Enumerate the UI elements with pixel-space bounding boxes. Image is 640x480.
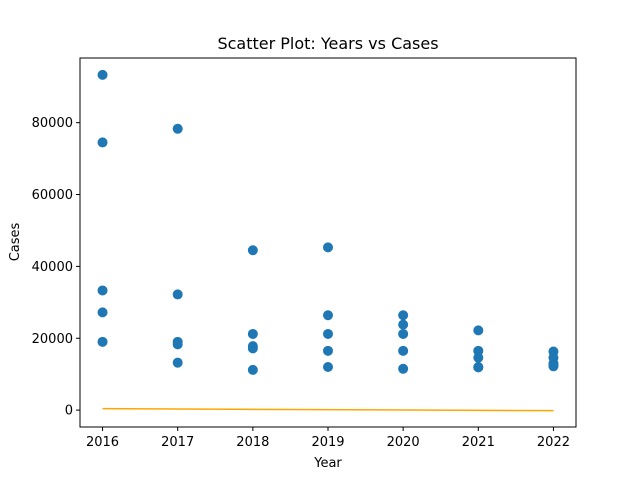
data-point xyxy=(172,357,183,368)
x-axis-ticks: 2016 2017 2018 2019 2020 2021 2022 xyxy=(86,427,570,450)
data-point xyxy=(398,328,409,339)
x-tick-label: 2022 xyxy=(537,435,570,450)
data-point xyxy=(97,336,108,347)
data-point xyxy=(172,289,183,300)
data-point xyxy=(398,319,409,330)
x-tick-label: 2020 xyxy=(387,435,420,450)
chart-title: Scatter Plot: Years vs Cases xyxy=(217,34,438,53)
data-point xyxy=(473,352,484,363)
data-point xyxy=(247,245,258,256)
data-point xyxy=(97,307,108,318)
y-tick-label: 80000 xyxy=(32,116,73,131)
data-point xyxy=(398,363,409,374)
data-point xyxy=(97,137,108,148)
x-axis-title: Year xyxy=(313,456,342,471)
data-point xyxy=(97,69,108,80)
data-point xyxy=(172,123,183,134)
data-point xyxy=(398,310,409,321)
data-point xyxy=(323,361,333,372)
data-point xyxy=(473,362,484,373)
y-tick-label: 0 xyxy=(65,404,73,419)
y-tick-label: 20000 xyxy=(32,332,73,347)
x-tick-label: 2019 xyxy=(311,435,344,450)
data-point xyxy=(548,361,559,372)
data-point xyxy=(247,364,258,375)
data-point xyxy=(323,328,333,339)
data-point xyxy=(172,339,183,350)
trend-line xyxy=(102,407,554,412)
data-point xyxy=(398,345,409,356)
y-axis-ticks: 0 20000 40000 60000 80000 xyxy=(32,116,80,419)
data-point xyxy=(473,325,484,336)
data-point xyxy=(323,242,333,253)
data-point xyxy=(247,328,258,339)
data-point xyxy=(323,310,333,321)
y-tick-label: 40000 xyxy=(32,260,73,275)
x-tick-label: 2018 xyxy=(236,435,269,450)
x-tick-label: 2021 xyxy=(462,435,495,450)
plot-area xyxy=(97,69,559,412)
x-tick-label: 2017 xyxy=(161,435,194,450)
data-point xyxy=(247,343,258,354)
y-tick-label: 60000 xyxy=(32,188,73,203)
data-point xyxy=(97,285,108,296)
x-tick-label: 2016 xyxy=(86,435,119,450)
plot-frame xyxy=(79,57,577,428)
y-axis-title: Cases xyxy=(8,222,23,261)
data-point xyxy=(323,345,333,356)
